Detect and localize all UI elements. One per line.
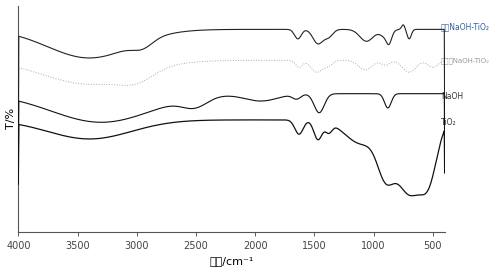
Text: 未煬烧NaOH-TiO₂: 未煬烧NaOH-TiO₂ xyxy=(441,57,490,64)
Y-axis label: T/%: T/% xyxy=(5,108,15,129)
Text: 煬烧NaOH-TiO₂: 煬烧NaOH-TiO₂ xyxy=(441,23,490,32)
X-axis label: 波数/cm⁻¹: 波数/cm⁻¹ xyxy=(209,256,253,267)
Text: NaOH: NaOH xyxy=(441,92,463,101)
Text: TiO₂: TiO₂ xyxy=(441,118,457,127)
